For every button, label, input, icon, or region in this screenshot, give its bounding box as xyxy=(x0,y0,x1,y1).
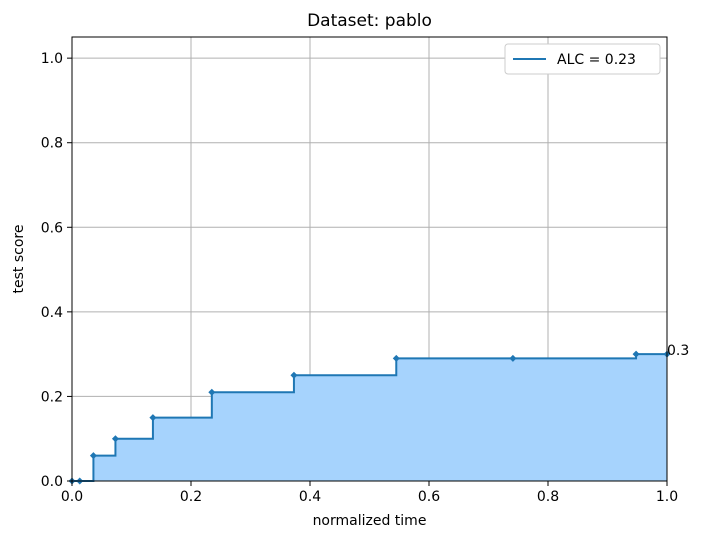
data-point xyxy=(208,388,216,396)
data-point xyxy=(290,371,298,379)
y-tick-label: 0.2 xyxy=(41,389,63,405)
plot-area: 0.3 xyxy=(68,343,689,485)
x-tick-label: 0.2 xyxy=(180,489,202,505)
x-tick-label: 0.4 xyxy=(299,489,321,505)
ticks: 0.0 0.2 0.4 0.6 0.8 1.0 0.0 0.2 0.4 0.6 0.8 1.0 xyxy=(41,51,678,505)
axes-frame xyxy=(71,36,668,482)
annotation-label: 0.3 xyxy=(667,343,689,359)
data-point xyxy=(89,452,97,460)
area-fill xyxy=(72,354,667,481)
y-tick-label: 0.6 xyxy=(41,220,63,236)
data-point xyxy=(149,414,157,422)
legend-box xyxy=(504,43,661,75)
y-tick-label: 1.0 xyxy=(41,51,63,67)
data-point xyxy=(632,350,640,358)
series-line xyxy=(72,353,667,482)
x-tick-label: 0.0 xyxy=(61,489,83,505)
y-tick-label: 0.8 xyxy=(41,136,63,152)
data-point xyxy=(111,435,119,443)
data-point xyxy=(392,354,400,362)
legend-entry: ALC = 0.23 xyxy=(557,52,636,68)
legend: ALC = 0.23 xyxy=(504,43,661,75)
y-axis-label: test score xyxy=(11,225,27,294)
x-axis-label: normalized time xyxy=(313,513,427,529)
x-tick-label: 1.0 xyxy=(656,489,678,505)
x-tick-label: 0.8 xyxy=(537,489,559,505)
y-tick-label: 0.4 xyxy=(41,305,63,321)
x-tick-label: 0.6 xyxy=(418,489,440,505)
data-point xyxy=(509,354,517,362)
y-tick-label: 0.0 xyxy=(41,474,63,490)
chart-title: Dataset: pablo xyxy=(307,11,432,31)
